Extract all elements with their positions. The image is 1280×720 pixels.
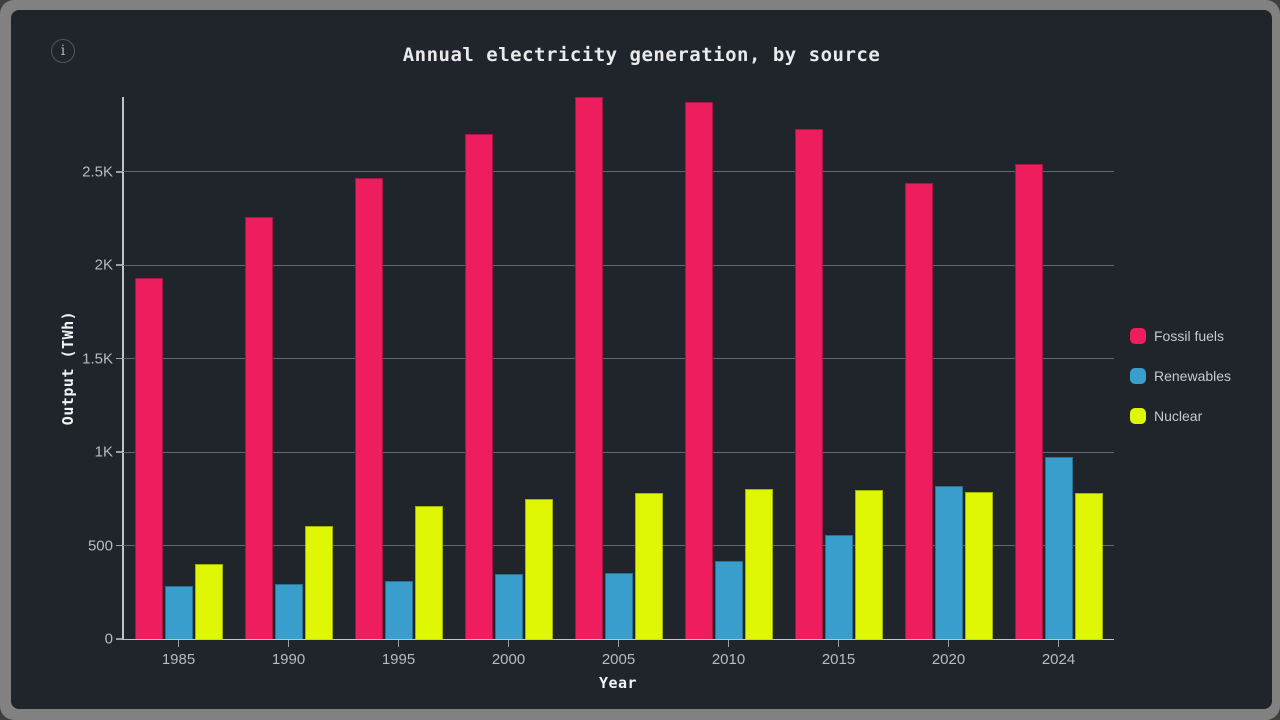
x-axis-line <box>122 638 1114 640</box>
bar-nuclear-2024 <box>1074 493 1103 639</box>
y-axis-title: Output (TWh) <box>59 310 77 426</box>
bar-renewables-1990 <box>274 583 303 639</box>
bar-fossil-fuels-2024 <box>1014 164 1043 639</box>
gridline-2K <box>123 264 1114 266</box>
legend-item-fossil-fuels[interactable]: Fossil fuels <box>1130 328 1231 344</box>
gridline-2.5K <box>123 171 1114 173</box>
x-tick-label-2010: 2010 <box>711 651 746 668</box>
y-tick-mark-2.5K <box>116 171 122 173</box>
y-tick-mark-2K <box>116 264 122 266</box>
legend-label: Nuclear <box>1154 408 1203 424</box>
y-tick-mark-0 <box>116 638 122 640</box>
x-tick-mark-2020 <box>947 640 950 647</box>
bar-fossil-fuels-1985 <box>134 278 163 639</box>
x-tick-label-2024: 2024 <box>1041 651 1076 668</box>
x-tick-mark-1990 <box>287 640 290 647</box>
legend-swatch-icon <box>1130 368 1146 384</box>
x-axis-title: Year <box>598 674 638 692</box>
x-tick-label-2015: 2015 <box>821 651 856 668</box>
bar-renewables-2020 <box>934 485 963 639</box>
x-tick-mark-2005 <box>617 640 620 647</box>
bar-fossil-fuels-1990 <box>244 216 273 639</box>
legend-item-nuclear[interactable]: Nuclear <box>1130 408 1231 424</box>
legend-swatch-icon <box>1130 408 1146 424</box>
bar-nuclear-1985 <box>194 564 223 639</box>
bar-nuclear-2000 <box>524 498 553 639</box>
bar-fossil-fuels-2005 <box>574 97 603 639</box>
gridline-500 <box>123 545 1114 547</box>
x-tick-mark-2010 <box>727 640 730 647</box>
x-tick-label-2000: 2000 <box>491 651 526 668</box>
bar-nuclear-1990 <box>304 525 333 639</box>
y-tick-label-1K: 1K <box>94 443 113 461</box>
bar-renewables-2005 <box>604 572 633 639</box>
bar-nuclear-1995 <box>414 506 443 639</box>
x-tick-mark-2024 <box>1057 640 1060 647</box>
bar-fossil-fuels-1995 <box>354 178 383 639</box>
legend-label: Renewables <box>1154 368 1232 384</box>
info-icon-glyph: i <box>60 43 66 59</box>
bar-nuclear-2015 <box>854 490 883 639</box>
y-tick-label-2K: 2K <box>94 256 113 274</box>
chart-panel: i Annual electricity generation, by sour… <box>11 10 1272 709</box>
bar-renewables-1995 <box>384 581 413 639</box>
bar-nuclear-2020 <box>964 492 993 639</box>
x-tick-mark-1985 <box>177 640 180 647</box>
bar-fossil-fuels-2015 <box>794 128 823 639</box>
bar-renewables-2000 <box>494 573 523 639</box>
chart-plot-area: 0 500 1K 1.5K 2K 2.5K 1985 1990 1995 2000 2005 2010… <box>82 97 1114 668</box>
bar-renewables-2024 <box>1044 456 1073 639</box>
x-tick-label-2005: 2005 <box>601 651 636 668</box>
legend-item-renewables[interactable]: Renewables <box>1130 368 1231 384</box>
y-tick-mark-1.5K <box>116 357 122 360</box>
x-tick-label-2020: 2020 <box>931 651 966 668</box>
bar-fossil-fuels-2000 <box>464 134 493 639</box>
bar-nuclear-2010 <box>744 488 773 639</box>
bar-renewables-2015 <box>824 535 853 639</box>
bar-renewables-1985 <box>164 585 193 639</box>
y-tick-label-2.5K: 2.5K <box>82 163 113 181</box>
bar-fossil-fuels-2020 <box>904 182 933 639</box>
x-tick-mark-2015 <box>837 640 840 647</box>
y-tick-label-500: 500 <box>87 537 113 555</box>
legend-swatch-icon <box>1130 328 1146 344</box>
x-tick-mark-1995 <box>397 640 400 647</box>
x-tick-mark-2000 <box>507 640 510 647</box>
y-tick-label-0: 0 <box>104 630 113 648</box>
gridline-1.5K <box>123 358 1114 360</box>
y-tick-mark-1K <box>116 451 122 453</box>
y-axis-line <box>122 97 124 639</box>
legend-label: Fossil fuels <box>1154 328 1225 344</box>
info-icon[interactable]: i <box>51 39 75 63</box>
chart-legend: Fossil fuels Renewables Nuclear <box>1130 328 1231 448</box>
x-tick-label-1990: 1990 <box>271 651 306 668</box>
chart-title: Annual electricity generation, by source <box>402 44 881 66</box>
bar-renewables-2010 <box>714 560 743 639</box>
x-tick-label-1995: 1995 <box>381 651 416 668</box>
y-tick-mark-500 <box>116 544 122 547</box>
bar-fossil-fuels-2010 <box>684 101 713 639</box>
y-tick-label-1.5K: 1.5K <box>82 350 113 368</box>
x-tick-label-1985: 1985 <box>161 651 196 668</box>
gridline-1K <box>123 451 1114 453</box>
bar-nuclear-2005 <box>634 493 663 639</box>
